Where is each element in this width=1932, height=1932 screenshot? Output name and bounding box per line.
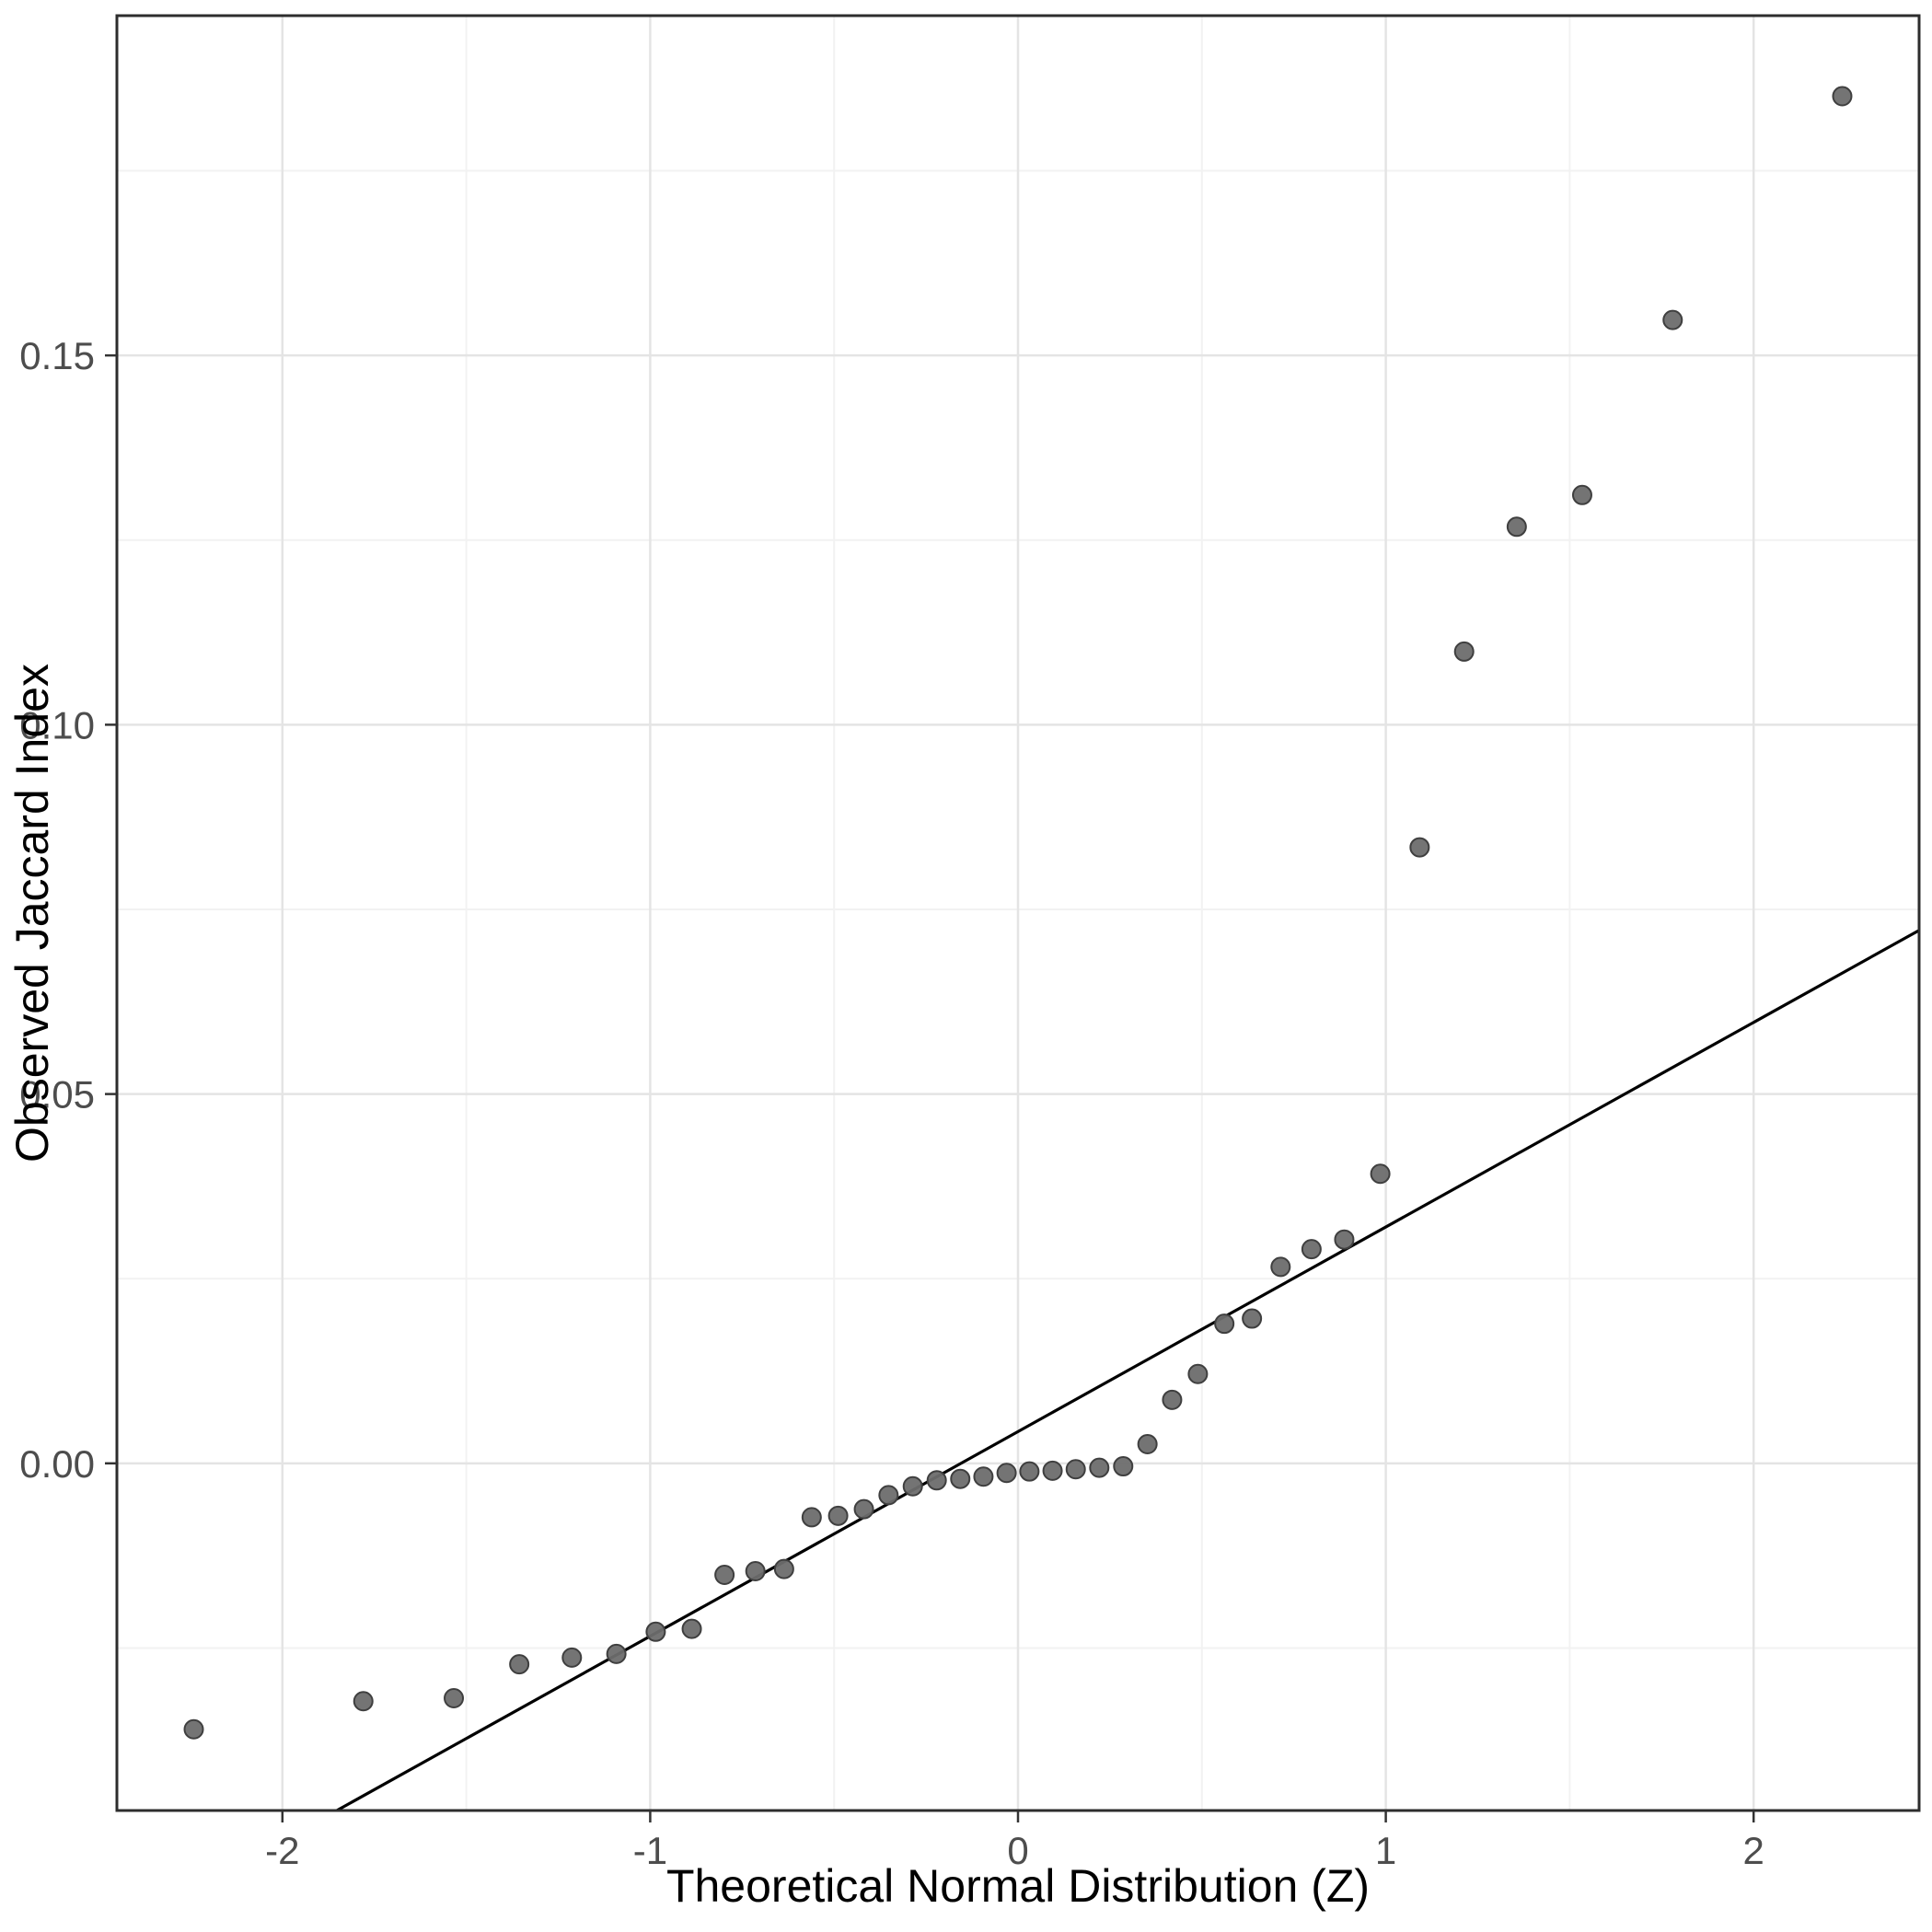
data-point xyxy=(1137,1433,1158,1454)
data-point xyxy=(606,1643,627,1664)
data-point xyxy=(902,1475,923,1497)
data-point xyxy=(926,1470,947,1491)
data-point xyxy=(681,1618,702,1639)
data-point xyxy=(1113,1456,1134,1477)
data-point xyxy=(973,1466,994,1487)
data-point xyxy=(1301,1239,1322,1260)
x-tick-label: 1 xyxy=(1375,1829,1396,1872)
data-point xyxy=(1089,1457,1110,1478)
data-point xyxy=(745,1561,766,1581)
data-point xyxy=(183,1718,204,1740)
y-axis-title: Observed Jaccard Index xyxy=(6,664,58,1163)
data-point xyxy=(853,1498,874,1520)
y-tick-label: 0.15 xyxy=(19,334,95,377)
data-point xyxy=(1019,1461,1040,1482)
data-point xyxy=(801,1507,822,1528)
x-tick-label: -1 xyxy=(633,1829,667,1872)
data-point xyxy=(561,1647,583,1668)
data-point xyxy=(1162,1389,1183,1410)
data-point xyxy=(1270,1256,1291,1278)
plot-layer: -2 -1 0 1 2 0.00 0.05 0.10 0.15 xyxy=(19,14,1921,1872)
x-tick-label: 0 xyxy=(1007,1829,1028,1872)
data-point xyxy=(1453,641,1475,662)
y-tick-label: 0.10 xyxy=(19,703,95,746)
data-point xyxy=(1409,837,1430,858)
data-point xyxy=(353,1691,374,1712)
x-tick-label: 2 xyxy=(1743,1829,1764,1872)
data-point xyxy=(1187,1363,1209,1384)
data-point xyxy=(996,1463,1017,1484)
x-tick-label: -2 xyxy=(265,1829,299,1872)
x-axis-title: Theoretical Normal Distribution (Z) xyxy=(666,1860,1370,1912)
data-point xyxy=(878,1485,899,1506)
data-point xyxy=(1662,309,1683,330)
data-point xyxy=(950,1468,971,1489)
data-point xyxy=(1042,1460,1063,1481)
y-tick-label: 0.05 xyxy=(19,1073,95,1116)
data-point xyxy=(1506,516,1527,538)
data-point xyxy=(1242,1308,1263,1329)
data-point xyxy=(509,1654,530,1675)
data-point xyxy=(1571,484,1592,505)
data-point xyxy=(773,1558,794,1579)
data-point xyxy=(1832,86,1853,107)
data-point xyxy=(1065,1459,1086,1480)
qq-reference-line xyxy=(333,929,1919,1811)
data-point xyxy=(645,1621,666,1642)
data-point xyxy=(1370,1163,1391,1185)
data-point xyxy=(444,1688,465,1709)
data-point xyxy=(1334,1229,1355,1250)
data-point xyxy=(827,1505,849,1526)
y-tick-label: 0.00 xyxy=(19,1442,95,1486)
data-point xyxy=(714,1565,735,1586)
data-point xyxy=(1214,1313,1235,1335)
